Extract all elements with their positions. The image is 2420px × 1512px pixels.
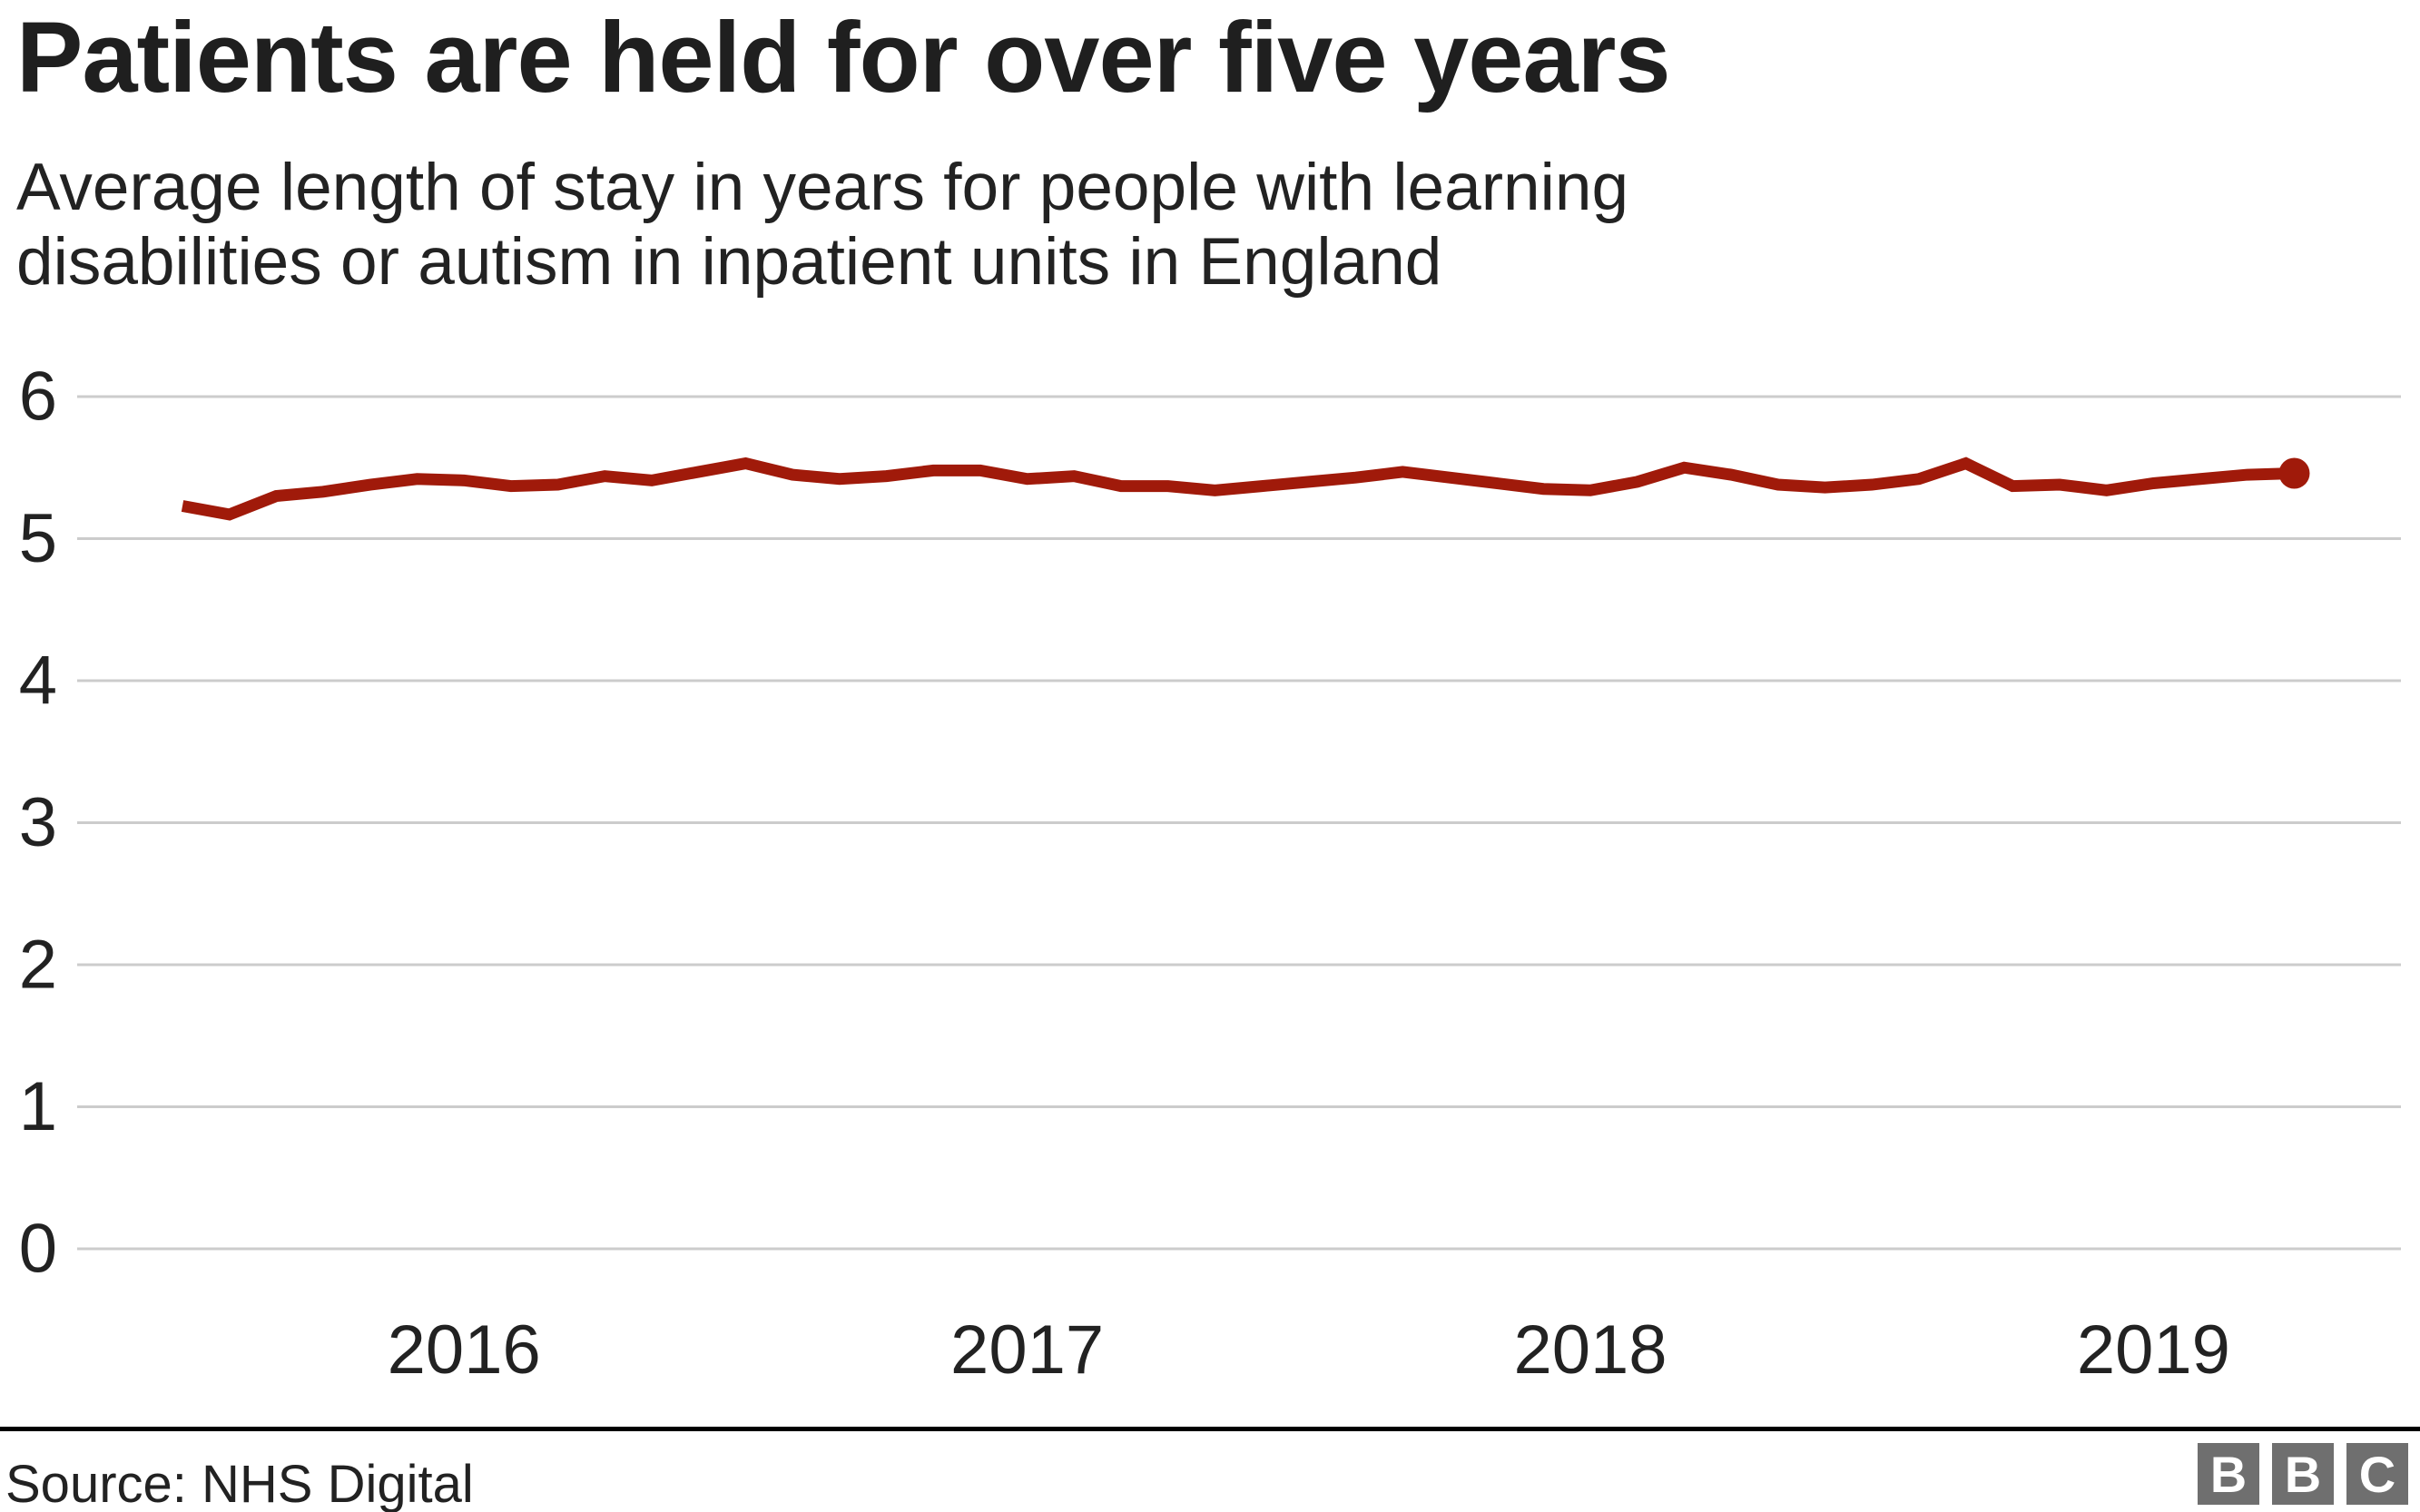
y-axis-tick-label: 4: [19, 643, 57, 720]
logo-letter-b2: B: [2272, 1443, 2334, 1505]
subtitle-line-1: Average length of stay in years for peop…: [16, 151, 1629, 224]
y-axis-tick-label: 6: [19, 358, 57, 436]
bbc-logo: B B C: [2198, 1443, 2408, 1505]
y-axis-tick-label: 3: [19, 784, 57, 861]
footer-divider: [0, 1427, 2420, 1431]
source-label: Source: NHS Digital: [5, 1455, 474, 1512]
data-line: [181, 457, 2295, 521]
page-title: Patients are held for over five years: [16, 2, 1671, 113]
x-axis-tick-label: 2016: [388, 1311, 541, 1389]
x-axis-tick-label: 2019: [2077, 1311, 2230, 1389]
x-axis-tick-label: 2018: [1513, 1311, 1667, 1389]
x-axis-tick-label: 2017: [950, 1311, 1104, 1389]
chart-subtitle: Average length of stay in years for peop…: [16, 151, 1628, 299]
y-axis-tick-label: 2: [19, 927, 57, 1004]
y-axis-tick-label: 0: [19, 1211, 57, 1288]
end-point-dot: [2278, 457, 2310, 489]
subtitle-line-2: disabilities or autism in inpatient unit…: [16, 224, 1442, 299]
logo-letter-b1: B: [2198, 1443, 2259, 1505]
y-axis-tick-label: 1: [19, 1068, 57, 1145]
y-axis-tick-label: 5: [19, 500, 57, 577]
logo-letter-c: C: [2346, 1443, 2408, 1505]
